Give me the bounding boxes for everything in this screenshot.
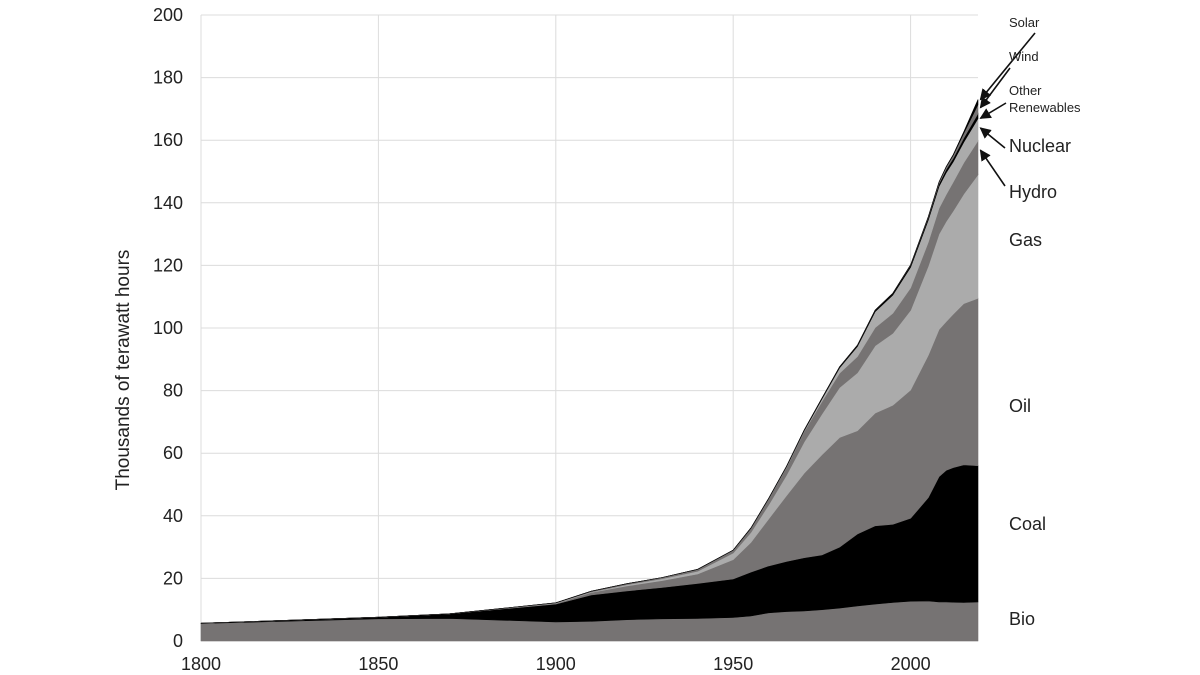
y-axis-label: Thousands of terawatt hours (113, 250, 134, 491)
y-tick-label: 160 (153, 130, 183, 150)
series-label-gas: Gas (1009, 230, 1042, 250)
y-tick-label: 180 (153, 68, 183, 88)
series-label-other: Other (1009, 83, 1042, 98)
series-label-oil: Oil (1009, 396, 1031, 416)
y-tick-label: 20 (163, 568, 183, 588)
y-tick-label: 40 (163, 506, 183, 526)
label-arrow-nuclear (979, 127, 1006, 149)
series-label-bio: Bio (1009, 609, 1035, 629)
y-tick-label: 80 (163, 381, 183, 401)
series-label-wind: Wind (1009, 49, 1039, 64)
x-tick-label: 1850 (358, 654, 398, 674)
x-tick-label: 1800 (181, 654, 221, 674)
gridlines (200, 14, 978, 642)
label-arrow-wind (979, 67, 1011, 109)
series-label-hydro: Hydro (1009, 182, 1057, 202)
x-tick-label: 2000 (891, 654, 931, 674)
label-arrow-solar (979, 32, 1036, 101)
y-axis-ticks: 0 20 40 60 80 100 120 140 160 180 200 (153, 5, 183, 651)
series-label-coal: Coal (1009, 514, 1046, 534)
area-solar (200, 99, 979, 624)
series-label-renewables: Renewables (1009, 100, 1081, 115)
stacked-areas (200, 99, 979, 642)
series-labels: Solar Wind Other Renewables Nuclear Hydro Gas O… (979, 15, 1081, 629)
label-arrow-hydro (979, 149, 1006, 187)
series-label-nuclear: Nuclear (1009, 136, 1071, 156)
x-axis-ticks: 1800 1850 1900 1950 2000 (181, 654, 931, 674)
series-label-solar: Solar (1009, 15, 1040, 30)
x-tick-label: 1900 (536, 654, 576, 674)
y-tick-label: 140 (153, 193, 183, 213)
x-tick-label: 1950 (713, 654, 753, 674)
y-tick-label: 60 (163, 443, 183, 463)
y-tick-label: 120 (153, 255, 183, 275)
y-tick-label: 100 (153, 318, 183, 338)
y-tick-label: 0 (173, 631, 183, 651)
y-tick-label: 200 (153, 5, 183, 25)
label-arrow-other (979, 102, 1007, 119)
